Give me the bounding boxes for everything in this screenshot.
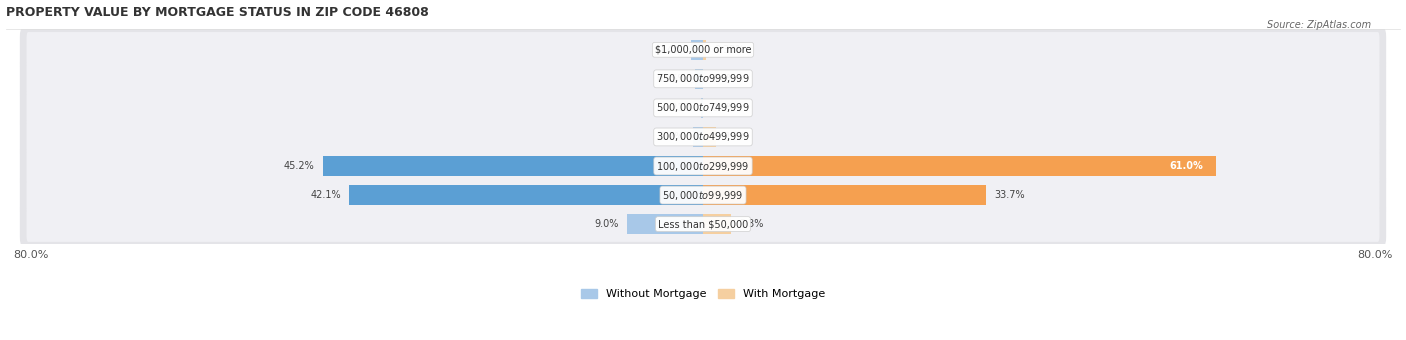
FancyBboxPatch shape bbox=[20, 203, 1386, 245]
Bar bbox=[695, 69, 703, 89]
FancyBboxPatch shape bbox=[27, 206, 1379, 242]
Text: 9.0%: 9.0% bbox=[595, 219, 619, 229]
FancyBboxPatch shape bbox=[27, 32, 1379, 68]
Bar bbox=[703, 214, 731, 234]
Text: 0.33%: 0.33% bbox=[714, 45, 745, 55]
Text: $100,000 to $299,999: $100,000 to $299,999 bbox=[657, 159, 749, 172]
Text: 3.3%: 3.3% bbox=[740, 219, 763, 229]
Bar bbox=[703, 40, 706, 60]
FancyBboxPatch shape bbox=[20, 144, 1386, 187]
Bar bbox=[703, 185, 986, 205]
Text: $300,000 to $499,999: $300,000 to $499,999 bbox=[657, 131, 749, 143]
Text: 0.21%: 0.21% bbox=[662, 103, 693, 113]
Text: $1,000,000 or more: $1,000,000 or more bbox=[655, 45, 751, 55]
Bar bbox=[349, 185, 703, 205]
Text: 42.1%: 42.1% bbox=[311, 190, 340, 200]
FancyBboxPatch shape bbox=[20, 57, 1386, 100]
Text: $750,000 to $999,999: $750,000 to $999,999 bbox=[657, 72, 749, 85]
Bar bbox=[703, 127, 717, 147]
Bar bbox=[693, 127, 703, 147]
Bar bbox=[703, 156, 1216, 176]
Text: 1.4%: 1.4% bbox=[658, 45, 683, 55]
Text: PROPERTY VALUE BY MORTGAGE STATUS IN ZIP CODE 46808: PROPERTY VALUE BY MORTGAGE STATUS IN ZIP… bbox=[6, 5, 429, 19]
Text: 1.2%: 1.2% bbox=[659, 132, 685, 142]
FancyBboxPatch shape bbox=[27, 177, 1379, 213]
Bar bbox=[323, 156, 703, 176]
Text: $500,000 to $749,999: $500,000 to $749,999 bbox=[657, 101, 749, 114]
Bar bbox=[702, 98, 703, 118]
Text: Less than $50,000: Less than $50,000 bbox=[658, 219, 748, 229]
Text: Source: ZipAtlas.com: Source: ZipAtlas.com bbox=[1267, 20, 1371, 30]
FancyBboxPatch shape bbox=[20, 116, 1386, 158]
Bar bbox=[627, 214, 703, 234]
Text: 61.0%: 61.0% bbox=[1170, 161, 1204, 171]
FancyBboxPatch shape bbox=[27, 119, 1379, 155]
Text: 0.95%: 0.95% bbox=[657, 74, 686, 84]
FancyBboxPatch shape bbox=[27, 90, 1379, 125]
Text: 0.0%: 0.0% bbox=[711, 74, 735, 84]
Text: 0.0%: 0.0% bbox=[711, 103, 735, 113]
FancyBboxPatch shape bbox=[20, 173, 1386, 217]
FancyBboxPatch shape bbox=[20, 28, 1386, 71]
FancyBboxPatch shape bbox=[27, 148, 1379, 184]
FancyBboxPatch shape bbox=[27, 61, 1379, 97]
Text: 45.2%: 45.2% bbox=[284, 161, 315, 171]
Text: 33.7%: 33.7% bbox=[994, 190, 1025, 200]
Text: $50,000 to $99,999: $50,000 to $99,999 bbox=[662, 189, 744, 202]
Text: 1.6%: 1.6% bbox=[725, 132, 749, 142]
Bar bbox=[692, 40, 703, 60]
Legend: Without Mortgage, With Mortgage: Without Mortgage, With Mortgage bbox=[576, 284, 830, 303]
FancyBboxPatch shape bbox=[20, 86, 1386, 130]
